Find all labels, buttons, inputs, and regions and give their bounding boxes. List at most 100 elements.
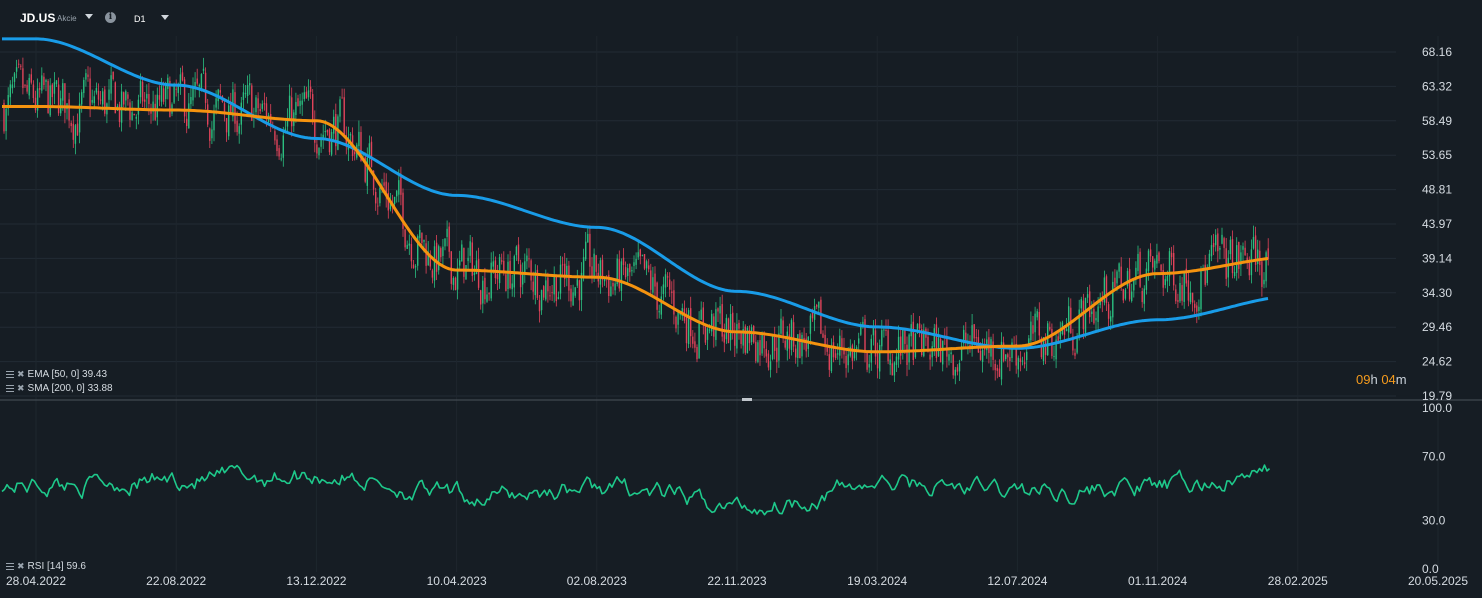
candle-body — [309, 86, 312, 92]
candle-body — [948, 354, 950, 361]
date-tick-label: 28.02.2025 — [1268, 574, 1328, 588]
candle-body — [965, 332, 967, 342]
candle-body — [570, 288, 572, 302]
candle-body — [1156, 254, 1158, 264]
candle-body — [660, 296, 662, 315]
candle-body — [139, 81, 142, 98]
candle-body — [866, 351, 868, 370]
timeframe-selector[interactable]: D1 — [134, 14, 146, 24]
settings-icon[interactable] — [6, 563, 14, 570]
candle-body — [673, 290, 675, 315]
date-tick-label: 22.08.2022 — [146, 574, 206, 588]
symbol-name[interactable]: JD.US — [20, 11, 56, 25]
close-icon[interactable]: ✖ — [17, 383, 25, 393]
candle-body — [744, 326, 746, 353]
candle-body — [1120, 266, 1122, 287]
candle-body — [601, 259, 604, 280]
candle-body — [1072, 336, 1074, 351]
rsi-legend: ✖ RSI [14] 59.6 — [6, 561, 86, 572]
candle-body — [423, 239, 425, 242]
candle-body — [736, 324, 738, 349]
candle-body — [377, 205, 379, 207]
candle-body — [528, 258, 530, 260]
candle-body — [1011, 342, 1013, 358]
candle-body — [820, 299, 822, 334]
candle-body — [593, 253, 595, 277]
candle-body — [238, 126, 240, 134]
candle-body — [1158, 252, 1160, 262]
settings-icon[interactable] — [6, 385, 14, 392]
candle-body — [400, 177, 402, 195]
candle-body — [1206, 268, 1208, 283]
candle-body — [721, 304, 723, 337]
timeframe-dropdown-icon[interactable] — [161, 15, 169, 20]
candle-body — [181, 72, 184, 81]
candle-body — [1236, 245, 1238, 274]
candle-body — [282, 135, 284, 158]
candle-body — [99, 99, 102, 101]
candle-body — [616, 258, 618, 285]
candle-body — [13, 73, 16, 82]
candle-body — [946, 336, 948, 357]
candle-body — [475, 260, 478, 275]
candle-body — [973, 324, 975, 339]
price-tick-label: 39.14 — [1422, 251, 1452, 265]
price-tick-label: 48.81 — [1422, 183, 1452, 197]
candle-body — [631, 270, 633, 272]
close-icon[interactable]: ✖ — [17, 561, 25, 571]
candle-body — [118, 104, 121, 123]
candle-body — [372, 170, 375, 190]
candle-body — [404, 229, 406, 248]
candle-body — [706, 328, 709, 340]
info-icon[interactable]: i — [105, 12, 116, 23]
candle-body — [1015, 343, 1017, 366]
candle-body — [297, 98, 299, 107]
candle-body — [173, 84, 175, 103]
candle-body — [389, 203, 392, 210]
candle-body — [639, 249, 641, 257]
close-icon[interactable]: ✖ — [17, 369, 25, 379]
settings-icon[interactable] — [6, 371, 14, 378]
candle-body — [608, 274, 610, 297]
candle-body — [1170, 252, 1173, 258]
candle-body — [1257, 249, 1259, 264]
candle-body — [431, 270, 434, 278]
candle-body — [148, 94, 150, 105]
candle-body — [1124, 289, 1127, 299]
candle-body — [396, 190, 398, 197]
candle-body — [702, 307, 704, 325]
candle-body — [246, 85, 249, 96]
candle-body — [666, 276, 669, 278]
candle-body — [900, 336, 902, 356]
candle-body — [1252, 236, 1255, 249]
candle-body — [43, 76, 45, 86]
candle-body — [120, 91, 123, 123]
candle-body — [412, 264, 415, 269]
candle-countdown: 09h 04m — [1356, 372, 1407, 387]
candle-body — [555, 276, 557, 302]
candle-body — [519, 264, 522, 288]
candle-body — [914, 333, 917, 358]
candle-body — [1074, 352, 1076, 356]
candle-body — [1265, 252, 1267, 282]
candle-body — [1183, 271, 1185, 302]
candle-body — [654, 273, 656, 287]
candle-body — [1187, 280, 1190, 301]
candle-body — [1233, 272, 1236, 277]
candle-body — [532, 281, 534, 292]
candle-body — [847, 354, 849, 366]
candle-body — [580, 272, 583, 300]
candle-body — [41, 75, 43, 91]
candle-body — [244, 93, 247, 95]
candle-body — [931, 346, 933, 358]
candle-body — [337, 116, 339, 150]
candle-body — [127, 94, 129, 99]
candle-body — [958, 363, 961, 372]
rsi-tick-label: 70.0 — [1422, 449, 1446, 463]
candle-body — [895, 356, 898, 365]
candle-body — [324, 131, 326, 133]
candle-body — [442, 246, 444, 257]
symbol-dropdown-icon[interactable] — [85, 14, 93, 19]
candle-body — [658, 311, 660, 313]
